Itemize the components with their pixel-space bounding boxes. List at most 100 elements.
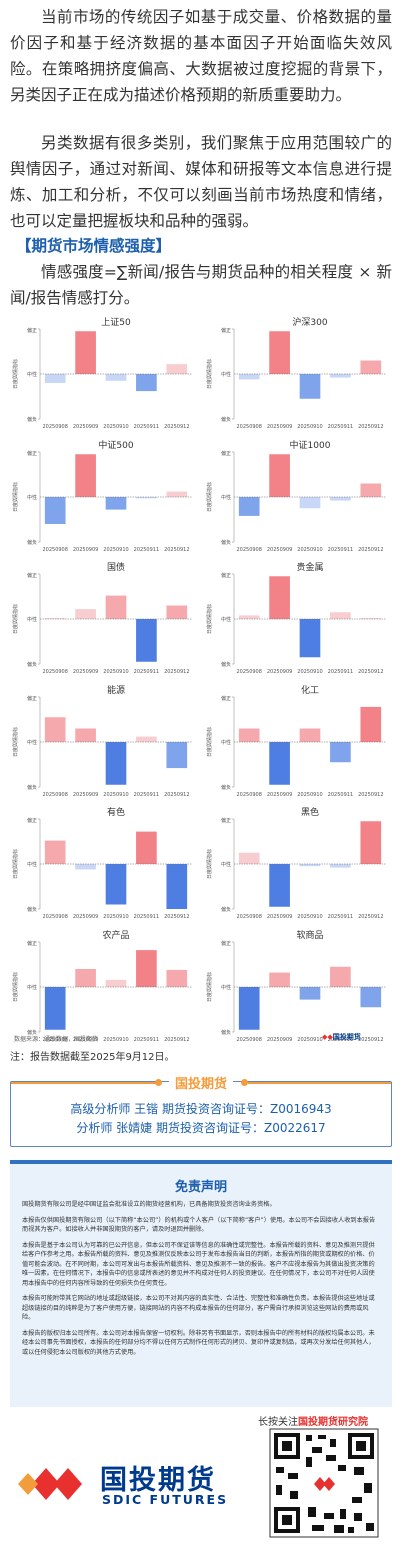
x-tick-label: 20250909: [267, 669, 292, 675]
bar: [136, 496, 157, 498]
bar: [75, 331, 96, 374]
bar: [166, 741, 188, 768]
bar: [75, 453, 96, 497]
y-tick-bottom: 偏负: [27, 784, 37, 791]
bar: [330, 741, 351, 762]
bar: [166, 364, 188, 374]
x-tick-label: 20250911: [328, 424, 353, 430]
disclaimer-para: 国投期货有限公司是经中国证监会批准设立的期货经营机构，已具备期货投资咨询业务资格…: [22, 1201, 276, 1208]
intro-paragraph-2: 另类数据有很多类别，我们聚焦于应用范围较广的舆情因子，通过对新闻、媒体和研报等文…: [10, 134, 392, 230]
bar: [136, 374, 157, 392]
x-tick-label: 20250912: [358, 547, 383, 553]
y-tick-bottom: 偏负: [27, 906, 37, 913]
y-tick-mid: 中性: [27, 984, 37, 991]
logo-small-text: 国投期货: [332, 1033, 361, 1041]
header-right-dot: [241, 1079, 248, 1086]
y-tick-mid: 中性: [221, 371, 231, 378]
brand-logo: 国投期货 SDIC FUTURES: [18, 1456, 238, 1516]
y-axis-label: 日度舆情指标: [12, 481, 19, 511]
report-date-note: 注：报告数据截至2025年9月12日。: [10, 1052, 175, 1063]
header-left-dot: [155, 1079, 162, 1086]
chart-title: 上证50: [101, 317, 131, 328]
bar: [105, 496, 127, 510]
y-axis-label: 日度舆情指标: [12, 971, 19, 1001]
analyst-header: 国投期货: [0, 1073, 402, 1092]
y-tick-top: 偏正: [27, 572, 37, 579]
x-tick-label: 20250909: [267, 424, 292, 430]
x-tick-label: 20250910: [297, 1037, 322, 1043]
bar: [166, 491, 188, 497]
y-tick-top: 偏正: [27, 327, 37, 334]
x-tick-label: 20250910: [297, 792, 322, 798]
chart-title: 化工: [301, 684, 319, 696]
bar: [360, 618, 382, 619]
x-tick-label: 20250911: [134, 792, 159, 798]
x-tick-label: 20250910: [103, 424, 128, 430]
y-axis-label: 日度舆情指标: [206, 971, 213, 1001]
bar: [105, 741, 127, 785]
y-axis-label: 日度舆情指标: [206, 604, 213, 634]
bar: [136, 619, 157, 662]
y-tick-bottom: 偏负: [27, 539, 37, 546]
x-tick-label: 20250910: [103, 1037, 128, 1043]
y-tick-mid: 中性: [221, 494, 231, 501]
x-tick-label: 20250912: [164, 914, 189, 920]
x-tick-label: 20250908: [236, 424, 261, 430]
bar: [330, 496, 351, 501]
follow-prefix: 长按关注: [258, 1417, 298, 1428]
y-tick-mid: 中性: [221, 984, 231, 991]
bar: [44, 716, 66, 742]
x-tick-label: 20250911: [328, 914, 353, 920]
intro-paragraph-1: 当前市场的传统因子如基于成交量、价格数据的量价因子和基于经济数据的基本面因子开始…: [10, 8, 392, 104]
y-tick-top: 偏正: [221, 940, 231, 947]
y-axis-label: 日度舆情指标: [206, 726, 213, 756]
sentiment-chart-grid: 上证50 日度舆情指标 偏正 偏负 20250908 20250909 20250910 20…: [10, 315, 394, 1050]
y-tick-top: 偏正: [27, 450, 37, 457]
x-tick-label: 20250910: [297, 547, 322, 553]
bar: [360, 706, 382, 742]
x-tick-label: 20250909: [73, 669, 98, 675]
x-tick-label: 20250912: [164, 424, 189, 430]
header-right-line: [248, 1082, 391, 1084]
bar: [330, 612, 351, 619]
y-tick-mid: 中性: [27, 616, 37, 623]
x-tick-label: 20250911: [328, 547, 353, 553]
bar: [44, 840, 66, 864]
x-tick-label: 20250908: [236, 547, 261, 553]
x-tick-label: 20250910: [103, 547, 128, 553]
sentiment-chart: 国债 日度舆情指标 偏正 偏负 20250908 20250909 20250910 2025…: [10, 560, 200, 682]
y-tick-mid: 中性: [221, 616, 231, 623]
brand-diamond-icon: [18, 1468, 82, 1500]
bar: [105, 374, 127, 381]
bar: [360, 360, 382, 374]
bar: [330, 864, 351, 868]
x-tick-label: 20250910: [297, 424, 322, 430]
x-tick-label: 20250909: [73, 792, 98, 798]
y-tick-top: 偏正: [221, 450, 231, 457]
x-tick-label: 20250912: [358, 424, 383, 430]
chart-title: 农产品: [102, 929, 129, 941]
disclaimer-para: 本报告可能附带其它网站的地址或超级链接，本公司不对其内容的真实性、合法性、完整性…: [22, 1295, 375, 1321]
y-axis-label: 日度舆情指标: [206, 359, 213, 389]
follow-prompt: 长按关注国投期货研究院: [258, 1413, 368, 1428]
disclaimer-para: 本报告仅供国投期货有限公司（以下简称“本公司”）的机构或个人客户（以下简称“客户…: [22, 1216, 376, 1234]
y-tick-top: 偏正: [221, 817, 231, 824]
disclaimer-top-bar: [10, 1160, 392, 1164]
x-tick-label: 20250908: [42, 792, 67, 798]
y-tick-bottom: 偏负: [221, 1029, 231, 1036]
x-tick-label: 20250910: [103, 792, 128, 798]
qr-code-icon[interactable]: [268, 1427, 380, 1539]
x-tick-label: 20250909: [267, 914, 292, 920]
y-axis-label: 日度舆情指标: [206, 849, 213, 879]
bar: [299, 496, 321, 508]
y-tick-bottom: 偏负: [221, 906, 231, 913]
x-tick-label: 20250908: [42, 669, 67, 675]
bar: [299, 374, 321, 399]
bar: [269, 331, 290, 374]
